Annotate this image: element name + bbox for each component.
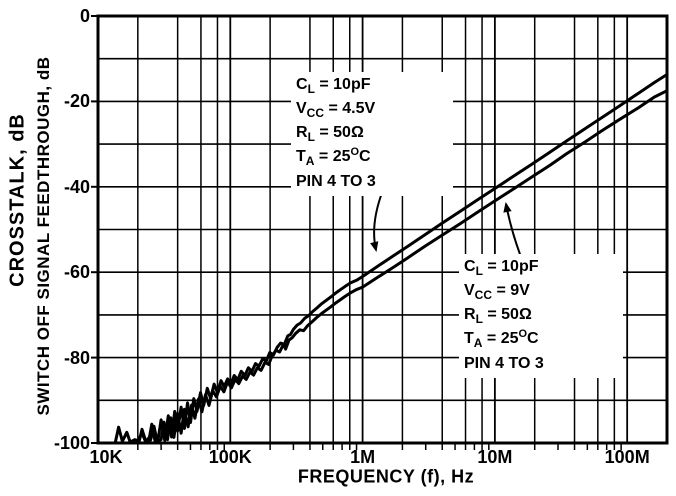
x-tick-label: 10M [477,447,513,467]
y-tick-label: -20 [63,91,90,112]
x-tick-label: 100M [604,447,650,467]
x-tick-label: 100K [208,447,252,467]
y-tick-label: -60 [63,262,90,283]
y-axis-label-crosstalk: CROSSTALK, dB [6,113,29,287]
plot-border [96,14,669,445]
annotation-line: VCC = 4.5V [296,100,376,120]
x-axis-label: FREQUENCY (f), Hz [297,466,475,487]
annotation-line: RL = 50Ω [296,124,364,144]
annotation-line: PIN 4 TO 3 [464,355,544,372]
annotation-line: CL = 10pF [296,76,371,96]
curve-vcc-9v [133,89,669,445]
y-tick-label: 0 [79,6,90,26]
y-tick-label: -40 [63,176,90,197]
annotation-line: PIN 4 TO 3 [296,173,376,190]
y-tick-label: -100 [53,433,90,453]
y-tick-label: -80 [63,347,90,368]
annotation-line: VCC = 9V [464,282,530,302]
annotation-arrowhead [370,241,379,252]
annotation-arrowhead [503,202,512,213]
annotation-line: TA = 25OC [464,328,539,350]
annotation-vcc-4p5v: CL = 10pF VCC = 4.5V RL = 50Ω TA = 25OC PIN … [291,72,453,196]
annotation-arrow [505,203,522,258]
annotation-line: RL = 50Ω [464,306,532,326]
annotation-arrow [373,189,384,251]
x-tick-label: 10K [89,447,123,467]
annotation-vcc-9v: CL = 10pF VCC = 9V RL = 50Ω TA = 25OC PIN 4 … [459,254,623,378]
x-tick-label: 1M [350,447,376,467]
annotation-line: TA = 25OC [296,146,371,168]
annotation-line: CL = 10pF [464,258,539,278]
